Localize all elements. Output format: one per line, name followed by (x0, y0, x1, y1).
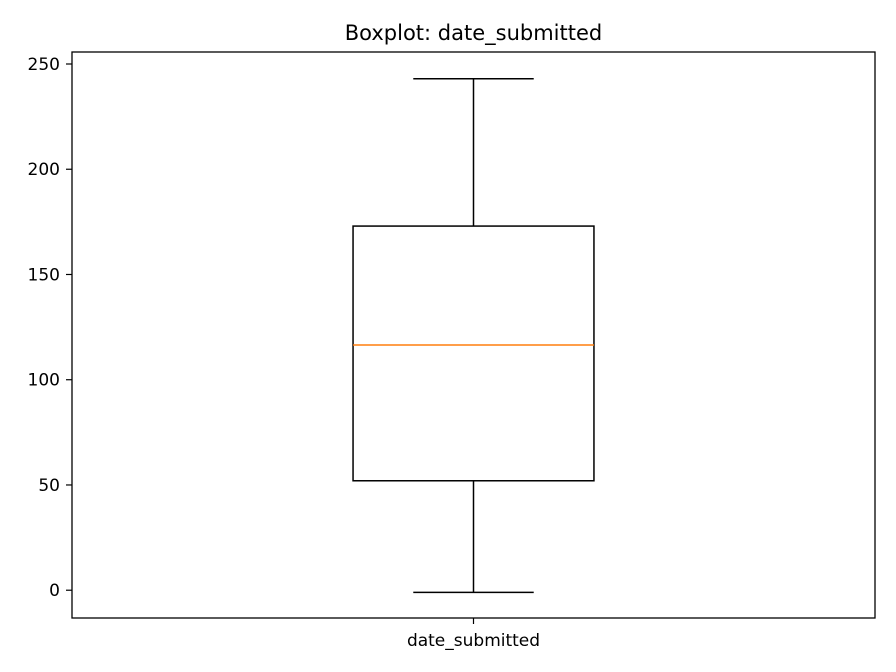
y-tick-label: 0 (49, 581, 60, 601)
iqr-box (352, 225, 595, 482)
y-axis: 0 50 100 150 200 250 (28, 55, 72, 601)
y-tick-label: 150 (28, 265, 60, 285)
y-tick-label: 200 (28, 160, 60, 180)
y-tick-label: 250 (28, 55, 60, 75)
x-axis: date_submitted (407, 618, 540, 651)
chart-title: Boxplot: date_submitted (345, 21, 602, 46)
box-group (352, 77, 595, 594)
x-tick-label: date_submitted (407, 631, 540, 651)
y-tick-label: 50 (38, 476, 60, 496)
y-tick-label: 100 (28, 371, 60, 391)
